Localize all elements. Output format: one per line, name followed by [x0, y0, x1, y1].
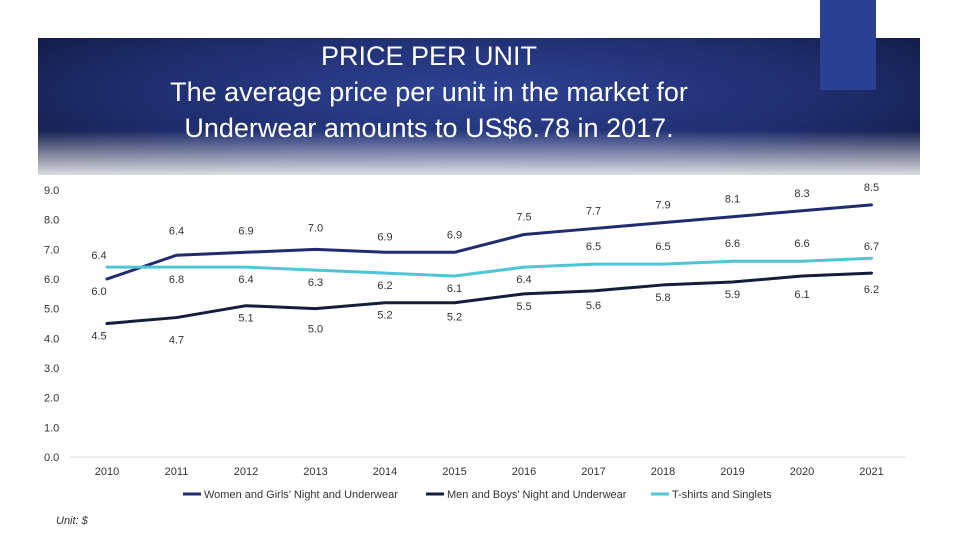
x-tick-label: 2017 [581, 466, 605, 478]
data-label: 6.5 [655, 241, 670, 253]
data-label: 6.6 [794, 238, 809, 250]
data-label: 6.4 [91, 250, 106, 262]
unit-note: Unit: $ [56, 515, 88, 527]
data-label: 7.5 [516, 212, 531, 224]
data-label: 4.5 [91, 331, 106, 343]
x-tick-label: 2013 [303, 466, 327, 478]
data-label: 6.7 [864, 241, 879, 253]
accent-square [820, 0, 876, 90]
legend-label: Women and Girls' Night and Underwear [204, 489, 398, 501]
y-tick-label: 3.0 [44, 363, 59, 375]
data-label: 6.1 [447, 283, 462, 295]
y-tick-label: 6.0 [44, 274, 59, 286]
data-label: 7.7 [586, 206, 601, 218]
y-tick-label: 0.0 [44, 452, 59, 464]
x-tick-label: 2012 [234, 466, 258, 478]
data-label: 6.3 [308, 277, 323, 289]
data-label: 5.6 [586, 300, 601, 312]
y-tick-label: 9.0 [44, 185, 59, 197]
data-label: 5.8 [655, 292, 670, 304]
banner-fade [38, 130, 920, 175]
series-line [105, 256, 873, 278]
legend-label: Men and Boys' Night and Underwear [447, 489, 627, 501]
data-label: 6.4 [516, 274, 531, 286]
data-label: 6.4 [238, 274, 253, 286]
x-tick-label: 2020 [790, 466, 814, 478]
data-label: 5.2 [377, 310, 392, 322]
data-label: 5.1 [238, 313, 253, 325]
data-label: 4.7 [169, 335, 184, 347]
title-banner [38, 38, 920, 175]
title-line-1: PRICE PER UNIT [320, 41, 538, 71]
y-tick-label: 4.0 [44, 333, 59, 345]
data-label: 6.9 [447, 229, 462, 241]
page-title: PRICE PER UNIT The average price per uni… [38, 38, 820, 146]
title-line-3: Underwear amounts to US$6.78 in 2017. [184, 113, 674, 143]
data-label: 6.0 [91, 286, 106, 298]
data-label: 6.6 [725, 238, 740, 250]
data-label: 5.5 [516, 301, 531, 313]
series-line [105, 203, 873, 281]
y-tick-label: 7.0 [44, 244, 59, 256]
y-tick-label: 1.0 [44, 422, 59, 434]
x-tick-label: 2016 [512, 466, 536, 478]
data-label: 6.2 [377, 280, 392, 292]
data-label: 6.9 [377, 231, 392, 243]
data-label: 8.3 [794, 188, 809, 200]
data-label: 7.9 [655, 200, 670, 212]
y-tick-label: 5.0 [44, 304, 59, 316]
title-line-2: The average price per unit in the market… [170, 77, 688, 107]
x-tick-label: 2018 [651, 466, 675, 478]
x-tick-label: 2019 [720, 466, 744, 478]
x-tick-label: 2014 [373, 466, 397, 478]
data-label: 6.8 [169, 274, 184, 286]
data-label: 5.0 [308, 324, 323, 336]
data-label: 6.9 [238, 225, 253, 237]
data-label: 6.4 [169, 225, 184, 237]
series-line [105, 271, 873, 325]
x-tick-label: 2015 [442, 466, 466, 478]
data-label: 8.5 [864, 182, 879, 194]
data-label: 8.1 [725, 194, 740, 206]
data-label: 6.1 [794, 289, 809, 301]
y-tick-label: 8.0 [44, 215, 59, 227]
data-label: 6.5 [586, 241, 601, 253]
data-label: 6.2 [864, 284, 879, 296]
data-label: 5.2 [447, 312, 462, 324]
x-tick-label: 2011 [165, 466, 189, 478]
x-tick-label: 2010 [95, 466, 119, 478]
y-tick-label: 2.0 [44, 393, 59, 405]
legend-label: T-shirts and Singlets [672, 489, 772, 501]
data-label: 7.0 [308, 222, 323, 234]
x-tick-label: 2021 [859, 466, 883, 478]
data-label: 5.9 [725, 289, 740, 301]
